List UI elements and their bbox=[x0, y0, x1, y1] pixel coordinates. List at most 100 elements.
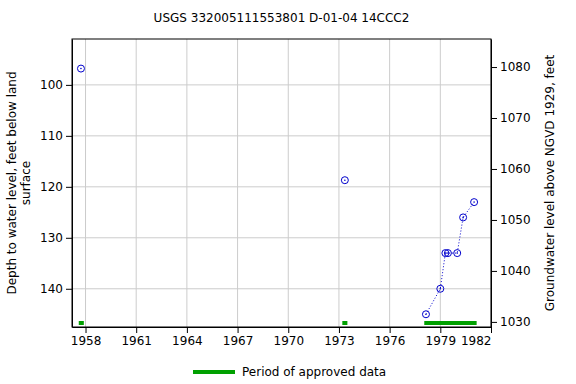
x-axis-tick: 1970 bbox=[273, 327, 304, 348]
x-axis-tick-label: 1964 bbox=[172, 334, 203, 348]
data-point-ring bbox=[471, 199, 478, 206]
data-point-center bbox=[440, 288, 442, 290]
y-axis-line bbox=[72, 40, 73, 328]
approved-period bbox=[79, 321, 84, 325]
data-point bbox=[460, 214, 467, 221]
y-axis-tick-label: 110 bbox=[40, 129, 63, 143]
x-axis-tick: 1967 bbox=[223, 327, 254, 348]
grid-line-x bbox=[338, 39, 339, 327]
y-axis-tick-mark bbox=[66, 289, 72, 290]
y2-axis-tick-label: 1080 bbox=[500, 60, 531, 74]
x-axis-tick: 1982 bbox=[461, 327, 492, 348]
y2-axis-line bbox=[491, 40, 492, 328]
y-axis-tick-mark bbox=[66, 238, 72, 239]
grid-line-x bbox=[136, 39, 137, 327]
x-axis-tick-mark bbox=[86, 327, 87, 333]
data-point bbox=[341, 177, 348, 184]
x-axis-tick-label: 1958 bbox=[71, 334, 102, 348]
y2-axis-tick-mark bbox=[491, 271, 497, 272]
data-point-center bbox=[344, 179, 346, 181]
data-point-ring bbox=[422, 311, 429, 318]
title: USGS 332005111553801 D-01-04 14CCC2 bbox=[154, 11, 410, 25]
y-axis-tick: 110 bbox=[40, 129, 72, 143]
y2-axis-tick-label: 1060 bbox=[500, 162, 531, 176]
data-point-ring bbox=[454, 250, 461, 257]
grid-line-y bbox=[72, 135, 491, 136]
x-axis-tick-label: 1967 bbox=[223, 334, 254, 348]
x-axis-tick-mark bbox=[288, 327, 289, 333]
x-axis-tick: 1973 bbox=[324, 327, 355, 348]
legend-label: Period of approved data bbox=[242, 365, 386, 379]
y2-axis-tick-mark bbox=[491, 67, 497, 68]
y2-axis-tick-mark bbox=[491, 220, 497, 221]
y-axis-title-line: Depth to water level, feet below land bbox=[5, 71, 19, 294]
data-point-center bbox=[456, 252, 458, 254]
grid-line-y bbox=[72, 288, 491, 289]
y2-axis-tick: 1030 bbox=[491, 315, 531, 329]
x-axis: 1958 1961 1964 1967 1970 1973 1976 1979 1982 bbox=[71, 327, 492, 348]
legend: Period of approved data bbox=[193, 365, 386, 379]
y-axis-tick-mark bbox=[66, 187, 72, 188]
x-axis-tick: 1976 bbox=[375, 327, 406, 348]
approved-period bbox=[342, 321, 347, 325]
y2-axis-tick: 1050 bbox=[491, 213, 531, 227]
series-line bbox=[81, 69, 474, 315]
data-point-ring bbox=[437, 285, 444, 292]
x-axis-tick-mark bbox=[339, 327, 340, 333]
data-point bbox=[471, 199, 478, 206]
data-point-ring bbox=[77, 65, 84, 72]
y-axis-tick-mark bbox=[66, 136, 72, 137]
data-point bbox=[422, 311, 429, 318]
grid-line-x bbox=[389, 39, 390, 327]
data-point-ring bbox=[341, 177, 348, 184]
x-axis-tick-label: 1979 bbox=[426, 334, 457, 348]
y2-axis-tick-mark bbox=[491, 322, 497, 323]
plot-area bbox=[77, 65, 477, 323]
plot-frame bbox=[72, 39, 491, 327]
x-axis-tick-label: 1976 bbox=[375, 334, 406, 348]
y-axis-tick: 140 bbox=[40, 282, 72, 296]
legend-swatch bbox=[193, 370, 235, 374]
grid-line-y bbox=[72, 84, 491, 85]
y-axis-title-line: surface bbox=[19, 161, 33, 205]
data-point-ring bbox=[460, 214, 467, 221]
x-axis-tick-mark bbox=[187, 327, 188, 333]
y-axis-tick-label: 130 bbox=[40, 231, 63, 245]
y2-axis-tick-mark bbox=[491, 169, 497, 170]
x-axis-tick-mark bbox=[136, 327, 137, 333]
y2-axis-tick-label: 1050 bbox=[500, 213, 531, 227]
y-axis-tick-mark bbox=[66, 85, 72, 86]
x-axis-tick-label: 1973 bbox=[324, 334, 355, 348]
data-point bbox=[444, 250, 451, 257]
approved-period bbox=[424, 321, 476, 325]
y2-axis-tick-label: 1030 bbox=[500, 315, 531, 329]
data-point-center bbox=[473, 201, 475, 203]
y-axis-tick-label: 100 bbox=[40, 78, 63, 92]
y2-axis-tick: 1040 bbox=[491, 264, 531, 278]
y-axis-tick-label: 140 bbox=[40, 282, 63, 296]
y-axis-tick: 120 bbox=[40, 180, 72, 194]
y2-axis-tick: 1060 bbox=[491, 162, 531, 176]
grid bbox=[72, 39, 491, 327]
y-axis-title: Depth to water level, feet below landsur… bbox=[5, 71, 33, 294]
x-axis-tick-label: 1970 bbox=[273, 334, 304, 348]
data-point-center bbox=[425, 313, 427, 315]
x-axis-tick: 1958 bbox=[71, 327, 102, 348]
y2-axis-tick-mark bbox=[491, 118, 497, 119]
x-axis-tick-mark bbox=[440, 327, 441, 333]
x-axis-tick-mark bbox=[491, 327, 492, 333]
y2-axis-tick: 1080 bbox=[491, 60, 531, 74]
data-point-center bbox=[447, 252, 449, 254]
y2-axis-title: Groundwater level above NGVD 1929, feet bbox=[543, 54, 557, 311]
y2-axis-tick-label: 1040 bbox=[500, 264, 531, 278]
grid-line-x bbox=[237, 39, 238, 327]
x-axis-tick: 1961 bbox=[121, 327, 152, 348]
grid-line-x bbox=[288, 39, 289, 327]
x-axis-tick-label: 1961 bbox=[121, 334, 152, 348]
y-axis-tick: 100 bbox=[40, 78, 72, 92]
x-axis-tick-mark bbox=[390, 327, 391, 333]
y-axis-tick-label: 120 bbox=[40, 180, 63, 194]
grid-line-y bbox=[72, 186, 491, 187]
data-point-center bbox=[462, 217, 464, 219]
y-axis: 100 110 120 130 140 bbox=[40, 40, 72, 328]
